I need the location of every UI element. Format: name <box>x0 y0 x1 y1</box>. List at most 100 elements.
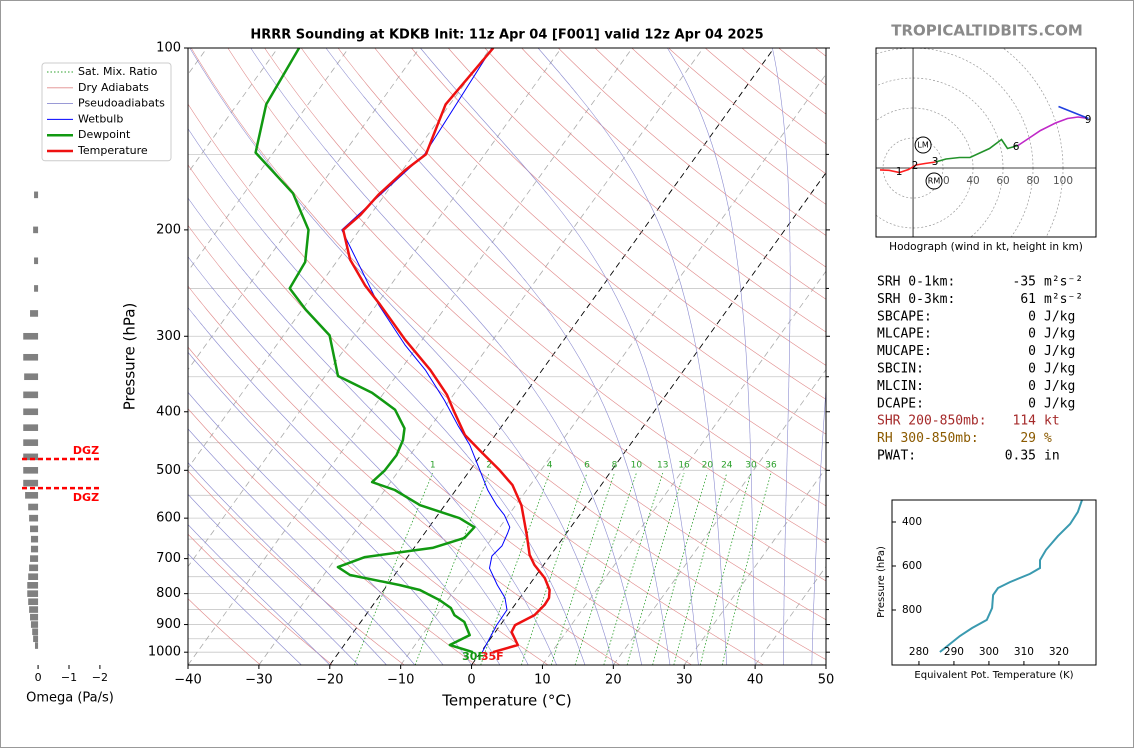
ring-label: 100 <box>1053 175 1073 187</box>
legend-label: Pseudoadiabats <box>78 97 165 110</box>
height-label: 3 <box>932 156 939 168</box>
index-unit: J/kg <box>1044 362 1075 377</box>
pseudoadiabat <box>188 256 529 665</box>
isotherm <box>188 48 491 469</box>
ring-label: 60 <box>996 175 1009 187</box>
dry-adiabat <box>188 533 333 665</box>
chart-title: HRRR Sounding at KDKB Init: 11z Apr 04 [… <box>250 28 763 43</box>
index-value: 0 <box>1028 362 1036 377</box>
pseudoadiabat <box>188 493 359 665</box>
x-tick-label: 50 <box>818 673 835 688</box>
index-value: 0 <box>1028 309 1036 324</box>
dry-adiabat <box>631 48 826 205</box>
omega-bar <box>23 479 39 487</box>
x-tick-label: −2 <box>92 671 108 684</box>
pseudoadiabat <box>188 128 586 665</box>
index-unit: % <box>1044 431 1052 446</box>
mixing-ratio-label: 10 <box>631 461 643 471</box>
index-value: 0 <box>1028 379 1036 394</box>
pseudoadiabat <box>188 462 387 665</box>
isotherm <box>188 48 420 371</box>
omega-bar <box>28 573 39 581</box>
dry-adiabat <box>188 346 549 665</box>
mixing-ratio-label: 36 <box>765 461 777 471</box>
omega-bar <box>30 535 39 543</box>
omega-bar <box>30 525 39 533</box>
dry-adiabat <box>411 48 826 400</box>
y-tick-label: 700 <box>156 551 181 566</box>
index-unit: kt <box>1044 414 1060 429</box>
profile-line <box>341 48 551 654</box>
omega-bar <box>23 424 39 431</box>
y-tick-label: 800 <box>902 604 922 616</box>
omega-bar <box>28 503 39 511</box>
mixing-ratio-line <box>673 472 728 665</box>
omega-bar <box>34 257 39 265</box>
thetae-plot <box>939 500 1083 653</box>
legend-box <box>41 62 172 162</box>
dry-adiabat <box>227 48 826 582</box>
pseudoadiabat <box>188 307 501 665</box>
x-tick-label: 280 <box>909 646 929 658</box>
pseudoadiabat <box>188 197 557 665</box>
mixing-ratio-label: 13 <box>657 461 668 471</box>
y-tick-label: 100 <box>156 41 181 56</box>
omega-bar <box>28 598 39 606</box>
pseudoadiabat <box>188 524 331 665</box>
omega-bar <box>23 332 39 340</box>
index-unit: J/kg <box>1044 396 1075 411</box>
dry-adiabat <box>447 48 826 366</box>
x-tick-label: −40 <box>174 673 201 688</box>
mixing-ratio-label: 1 <box>430 461 436 471</box>
x-axis-label: Equivalent Pot. Temperature (K) <box>914 670 1073 681</box>
index-label: MLCIN: <box>877 379 924 394</box>
omega-bar <box>29 564 39 572</box>
index-unit: J/kg <box>1044 327 1075 342</box>
legend-label: Dry Adiabats <box>78 81 149 94</box>
index-label: SBCIN: <box>877 362 924 377</box>
omega-bar <box>23 353 39 361</box>
omega-bar <box>30 555 39 562</box>
hodograph-frame <box>875 47 1097 238</box>
dry-adiabat <box>300 48 826 507</box>
dry-adiabat <box>190 48 826 621</box>
dry-adiabat <box>668 48 826 175</box>
x-tick-label: 20 <box>605 673 622 688</box>
height-label: 6 <box>1013 141 1020 153</box>
pseudoadiabat <box>420 48 699 665</box>
pseudoadiabat <box>188 391 444 665</box>
x-axis-label: Omega (Pa/s) <box>26 691 114 706</box>
pseudoadiabat <box>188 351 472 665</box>
dgz-label: DGZ <box>73 444 99 457</box>
dgz-label: DGZ <box>73 491 99 504</box>
dry-adiabat <box>264 48 826 544</box>
thetae-frame <box>891 499 1097 666</box>
omega-bar <box>33 635 39 643</box>
x-axis-label: Temperature (°C) <box>441 692 571 710</box>
mixing-ratio-label: 6 <box>584 461 590 471</box>
x-tick-label: 0 <box>467 673 475 688</box>
index-unit: J/kg <box>1044 309 1075 324</box>
pseudoadiabat <box>537 48 728 665</box>
y-tick-label: 500 <box>156 463 181 478</box>
height-label: 9 <box>1085 114 1092 126</box>
height-label: 1 <box>896 166 903 178</box>
x-tick-label: −30 <box>245 673 272 688</box>
omega-bar <box>34 285 39 292</box>
profile-line <box>254 48 476 654</box>
legend-label: Sat. Mix. Ratio <box>78 65 158 78</box>
x-tick-label: 300 <box>979 646 999 658</box>
dry-adiabat <box>188 285 621 665</box>
index-value: 61 <box>1020 292 1036 307</box>
dry-adiabat <box>521 48 826 300</box>
omega-bar <box>23 408 39 416</box>
ring-label: 40 <box>966 175 979 187</box>
y-tick-label: 900 <box>156 617 181 632</box>
pseudoadiabat <box>188 553 302 665</box>
y-axis-label: Pressure (hPa) <box>876 546 887 618</box>
hodograph-caption: Hodograph (wind in kt, height in km) <box>889 241 1083 253</box>
mixing-ratio-label: 4 <box>547 461 553 471</box>
mixing-ratio-line <box>414 472 490 665</box>
